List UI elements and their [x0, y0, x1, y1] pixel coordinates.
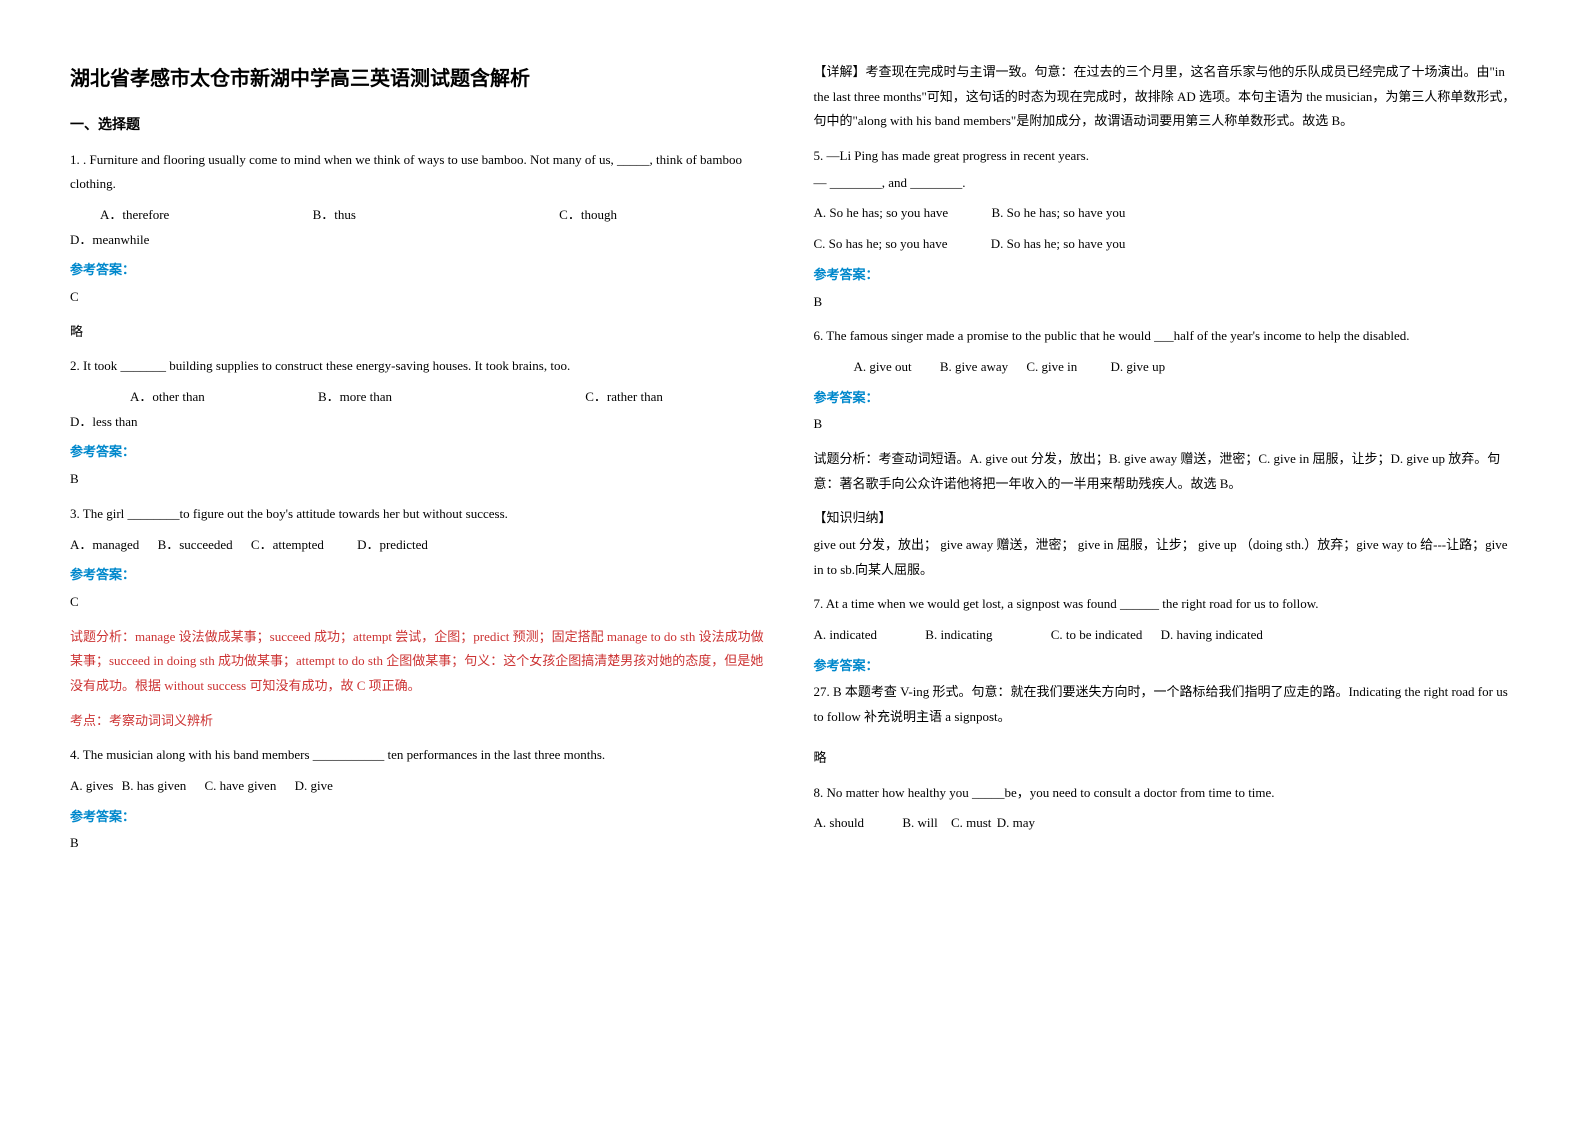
q4-explain: 【详解】考查现在完成时与主谓一致。句意：在过去的三个月里，这名音乐家与他的乐队成… [814, 60, 1518, 134]
option-b: B．more than [318, 385, 392, 410]
option-a: A. give out [854, 355, 912, 380]
option-d: D．less than [70, 410, 138, 435]
option-c: C．attempted [251, 533, 324, 558]
explain-text: give out 分发，放出； give away 赠送，泄密； give in… [814, 533, 1518, 582]
answer-value: B [70, 467, 774, 492]
answer-label: 参考答案： [70, 563, 774, 588]
option-c: C. have given [204, 778, 276, 793]
question-5: 5. —Li Ping has made great progress in r… [814, 144, 1518, 314]
question-text: 8. No matter how healthy you _____be，you… [814, 781, 1518, 806]
option-a: A. indicated [814, 623, 878, 648]
question-2: 2. It took _______ building supplies to … [70, 354, 774, 491]
option-a: A. So he has; so you have [814, 201, 949, 226]
option-b: B. has given [122, 778, 187, 793]
answer-skip: 略 [70, 320, 774, 345]
question-text: 2. It took _______ building supplies to … [70, 354, 774, 379]
question-8: 8. No matter how healthy you _____be，you… [814, 781, 1518, 836]
option-d: D．predicted [357, 533, 428, 558]
option-c: C．rather than [585, 385, 663, 410]
options-row: A. should B. will C. must D. may [814, 811, 1518, 836]
question-4: 4. The musician along with his band memb… [70, 743, 774, 856]
question-1: 1. . Furniture and flooring usually come… [70, 148, 774, 345]
options-row: A. So he has; so you have B. So he has; … [814, 201, 1518, 226]
question-text: 5. —Li Ping has made great progress in r… [814, 144, 1518, 169]
option-a: A．therefore [100, 203, 169, 228]
options-row: A．therefore B．thus C．though D．meanwhile [70, 203, 774, 252]
explain-text: 试题分析：考查动词短语。A. give out 分发，放出；B. give aw… [814, 447, 1518, 496]
answer-label: 参考答案： [70, 258, 774, 283]
right-column: 【详解】考查现在完成时与主谓一致。句意：在过去的三个月里，这名音乐家与他的乐队成… [794, 60, 1538, 1062]
option-d: D. give up [1111, 355, 1166, 380]
options-row: A．managed B．succeeded C．attempted D．pred… [70, 533, 774, 558]
answer-label: 参考答案： [70, 440, 774, 465]
options-row: A. gives B. has given C. have given D. g… [70, 774, 774, 799]
question-3: 3. The girl ________to figure out the bo… [70, 502, 774, 734]
left-column: 湖北省孝感市太仓市新湖中学高三英语测试题含解析 一、选择题 1. . Furni… [50, 60, 794, 1062]
question-text: 7. At a time when we would get lost, a s… [814, 592, 1518, 617]
answer-value: C [70, 285, 774, 310]
option-b: B．thus [313, 203, 356, 228]
question-text: 6. The famous singer made a promise to t… [814, 324, 1518, 349]
explain-text: 考点：考察动词词义辨析 [70, 709, 774, 734]
option-b: B. will [902, 811, 937, 836]
option-d: D. So has he; so have you [991, 232, 1126, 257]
answer-skip: 略 [814, 746, 1518, 771]
option-b: B. give away [940, 355, 1008, 380]
answer-value: B [70, 831, 774, 856]
options-row: A. indicated B. indicating C. to be indi… [814, 623, 1518, 648]
answer-label: 参考答案： [814, 386, 1518, 411]
question-text: 4. The musician along with his band memb… [70, 743, 774, 768]
options-row: A. give out B. give away C. give in D. g… [854, 355, 1518, 380]
explain-text: 27. B 本题考查 V-ing 形式。句意：就在我们要迷失方向时，一个路标给我… [814, 680, 1518, 729]
question-text: — ________, and ________. [814, 171, 1518, 196]
option-d: D. give [295, 778, 333, 793]
option-c: C. give in [1026, 355, 1077, 380]
options-row: A．other than B．more than C．rather than D… [70, 385, 774, 434]
option-b: B. indicating [925, 623, 992, 648]
answer-label: 参考答案： [814, 654, 1518, 679]
option-d: D．meanwhile [70, 228, 149, 253]
question-text: 3. The girl ________to figure out the bo… [70, 502, 774, 527]
option-d: D. having indicated [1161, 623, 1263, 648]
option-a: A．managed [70, 533, 139, 558]
answer-value: C [70, 590, 774, 615]
option-a: A. should [814, 811, 865, 836]
document-title: 湖北省孝感市太仓市新湖中学高三英语测试题含解析 [70, 60, 774, 98]
option-d: D. may [997, 811, 1035, 836]
option-c: C. So has he; so you have [814, 232, 948, 257]
option-b: B．succeeded [158, 533, 233, 558]
option-a: A．other than [130, 385, 205, 410]
explain-title: 【知识归纳】 [814, 506, 1518, 531]
question-text: 1. . Furniture and flooring usually come… [70, 148, 774, 197]
option-c: C. must [951, 811, 991, 836]
answer-value: B [814, 290, 1518, 315]
question-7: 7. At a time when we would get lost, a s… [814, 592, 1518, 770]
explain-text: 试题分析：manage 设法做成某事；succeed 成功；attempt 尝试… [70, 625, 774, 699]
answer-label: 参考答案： [814, 263, 1518, 288]
option-c: C．though [559, 203, 617, 228]
option-b: B. So he has; so have you [991, 201, 1125, 226]
option-c: C. to be indicated [1051, 623, 1143, 648]
answer-value: B [814, 412, 1518, 437]
section-heading: 一、选择题 [70, 113, 774, 140]
question-6: 6. The famous singer made a promise to t… [814, 324, 1518, 582]
options-row: C. So has he; so you have D. So has he; … [814, 232, 1518, 257]
answer-label: 参考答案： [70, 805, 774, 830]
option-a: A. gives [70, 778, 113, 793]
